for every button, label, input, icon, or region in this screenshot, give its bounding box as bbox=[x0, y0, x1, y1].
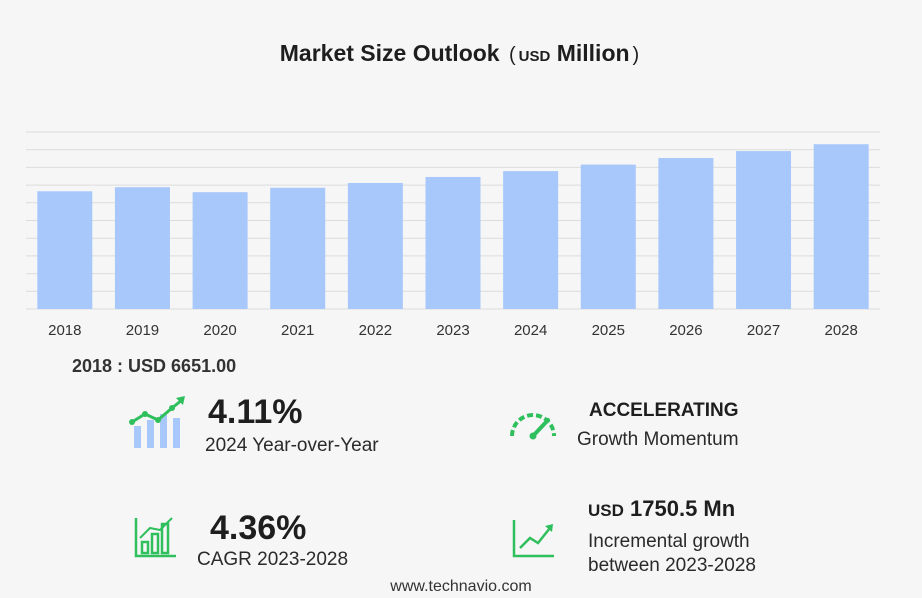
incremental-label-2: between 2023-2028 bbox=[588, 555, 756, 576]
x-tick-label: 2020 bbox=[203, 322, 236, 339]
x-tick-label: 2021 bbox=[281, 322, 314, 339]
chart-title-text: Market Size Outlook bbox=[279, 40, 500, 66]
title-unit-prefix: USD bbox=[518, 48, 551, 65]
title-paren-open: ( bbox=[508, 44, 516, 66]
x-tick-label: 2028 bbox=[824, 322, 857, 339]
cagr-label: CAGR 2023-2028 bbox=[197, 549, 349, 570]
momentum-label: Growth Momentum bbox=[577, 429, 739, 450]
yoy-label: 2024 Year-over-Year bbox=[205, 435, 379, 456]
trend-line-icon bbox=[512, 520, 554, 558]
bar-2023 bbox=[425, 176, 481, 309]
bar-chart-icon bbox=[134, 517, 176, 558]
bar-2026 bbox=[658, 158, 714, 309]
x-tick-label: 2026 bbox=[669, 322, 702, 339]
x-tick-label: 2024 bbox=[514, 322, 547, 339]
bar-2018 bbox=[37, 191, 93, 309]
incremental-value: 1750.5 Mn bbox=[630, 496, 736, 521]
bar-2025 bbox=[580, 164, 636, 309]
x-tick-label: 2025 bbox=[592, 322, 625, 339]
bar-2027 bbox=[736, 151, 792, 309]
bar-2022 bbox=[347, 182, 403, 309]
momentum-head: ACCELERATING bbox=[589, 400, 739, 421]
bar-2024 bbox=[503, 171, 559, 309]
x-tick-label: 2023 bbox=[436, 322, 469, 339]
chart-title: Market Size Outlook (USD Million) bbox=[0, 40, 922, 67]
base-year-value: 2018 : USD 6651.00 bbox=[72, 356, 237, 376]
bar-2028 bbox=[813, 144, 869, 309]
bar-2021 bbox=[270, 187, 326, 309]
yoy-value: 4.11% bbox=[208, 393, 303, 431]
source-footer: www.technavio.com bbox=[390, 578, 532, 595]
incremental-currency: USD bbox=[588, 501, 624, 520]
title-paren-close: ) bbox=[632, 44, 640, 66]
cagr-value: 4.36% bbox=[210, 509, 307, 547]
bar-chart: 2018 2019 2020 2021 2022 2023 2024 2025 2026 2027… bbox=[26, 131, 880, 339]
x-tick-label: 2022 bbox=[359, 322, 392, 339]
incremental-amount: USD 1750.5 Mn bbox=[588, 496, 735, 522]
x-tick-label: 2018 bbox=[48, 322, 81, 339]
bar-2020 bbox=[192, 192, 248, 309]
incremental-label-1: Incremental growth bbox=[588, 531, 750, 552]
speedometer-icon bbox=[510, 413, 556, 440]
x-tick-label: 2027 bbox=[747, 322, 780, 339]
bar-2019 bbox=[114, 187, 170, 309]
x-tick-label: 2019 bbox=[126, 322, 159, 339]
growth-chart-icon bbox=[129, 396, 185, 448]
title-unit-main: Million bbox=[556, 40, 630, 66]
